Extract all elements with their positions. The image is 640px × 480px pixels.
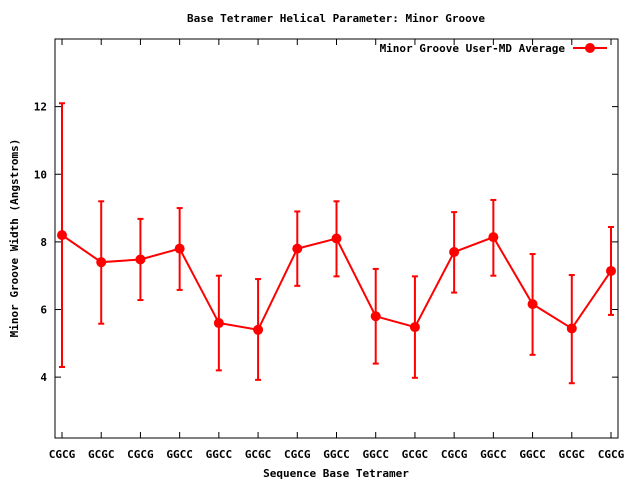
data-point xyxy=(253,324,264,335)
data-point xyxy=(606,265,616,276)
x-tick-label: CGCG xyxy=(441,448,468,461)
data-point xyxy=(331,233,342,244)
series-layer xyxy=(57,102,616,385)
legend: Minor Groove User-MD Average xyxy=(380,42,607,55)
x-axis-label: Sequence Base Tetramer xyxy=(263,467,409,480)
x-axis-ticks: CGCG GCGC CGCG GGCC GGCC GCGC CGCG GGCC GGCC GCGC… xyxy=(49,39,625,461)
x-tick-label: GGCC xyxy=(519,448,546,461)
x-tick-label: GCGC xyxy=(402,448,429,461)
data-point xyxy=(292,243,303,254)
data-point xyxy=(96,257,107,268)
data-point xyxy=(566,323,577,334)
x-tick-label: GGCC xyxy=(166,448,193,461)
data-point xyxy=(409,322,420,333)
x-tick-label: GGCC xyxy=(206,448,233,461)
data-point xyxy=(488,232,499,243)
data-point xyxy=(174,243,185,254)
data-point xyxy=(213,318,224,329)
data-point xyxy=(370,311,381,322)
data-point xyxy=(57,230,67,241)
y-axis-label: Minor Groove Width (Angstroms) xyxy=(8,139,21,338)
x-tick-label: GCGC xyxy=(88,448,115,461)
x-tick-label: GCGC xyxy=(559,448,586,461)
data-point xyxy=(135,254,146,265)
y-axis-ticks: 4 6 8 10 12 xyxy=(34,101,618,384)
x-tick-label: CGCG xyxy=(598,448,625,461)
x-tick-label: GGCC xyxy=(480,448,507,461)
y-tick-label: 10 xyxy=(34,168,47,181)
x-tick-label: CGCG xyxy=(284,448,311,461)
chart-title: Base Tetramer Helical Parameter: Minor G… xyxy=(187,12,485,25)
y-tick-label: 8 xyxy=(40,236,47,249)
x-tick-label: CGCG xyxy=(127,448,154,461)
y-tick-label: 12 xyxy=(34,101,47,114)
data-point xyxy=(449,247,460,258)
x-tick-label: GGCC xyxy=(362,448,389,461)
x-tick-label: CGCG xyxy=(49,448,76,461)
legend-marker xyxy=(585,43,595,53)
y-tick-label: 4 xyxy=(40,371,47,384)
x-tick-label: GGCC xyxy=(323,448,350,461)
legend-label: Minor Groove User-MD Average xyxy=(380,42,566,55)
x-tick-label: GCGC xyxy=(245,448,272,461)
y-tick-label: 6 xyxy=(40,304,47,317)
data-point xyxy=(527,299,538,310)
